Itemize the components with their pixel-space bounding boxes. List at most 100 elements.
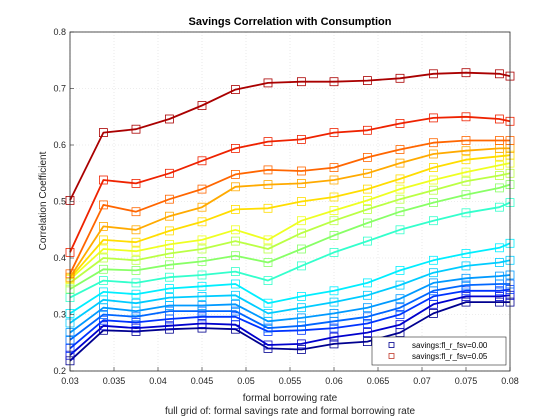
y-tick-label: 0.5 — [53, 197, 66, 207]
series-line-7 — [69, 201, 511, 299]
data-point-marker — [197, 235, 207, 245]
data-point-marker — [329, 308, 339, 318]
data-point-marker — [99, 310, 108, 319]
data-point-marker — [329, 175, 339, 185]
data-point-marker — [362, 278, 372, 288]
legend-label-1: savings:fl_r_fsv=0.05 — [412, 352, 488, 361]
data-point-marker — [494, 69, 504, 79]
data-point-marker — [461, 176, 471, 186]
data-point-marker — [263, 308, 273, 318]
data-point-marker — [428, 216, 438, 226]
data-point-marker — [131, 312, 141, 322]
data-point-marker — [395, 280, 405, 290]
data-point-marker — [131, 255, 141, 265]
axis-ticks: 0.03 0.035 0.04 0.045 0.05 0.055 0.06 0.065 0.07… — [53, 27, 518, 386]
data-point-marker — [362, 303, 372, 313]
data-point-marker — [329, 332, 339, 342]
x-tick-label: 0.055 — [279, 376, 302, 386]
data-point-marker — [197, 319, 207, 328]
data-point-marker — [99, 128, 108, 138]
data-point-marker — [395, 303, 405, 313]
data-point-marker — [263, 323, 273, 333]
data-point-marker — [99, 221, 108, 231]
data-point-marker — [395, 158, 405, 168]
data-point-marker — [362, 152, 372, 162]
data-point-marker — [131, 265, 141, 275]
data-point-marker — [494, 183, 504, 193]
data-point-marker — [164, 321, 174, 331]
data-point-marker — [296, 291, 306, 301]
x-tick-label: 0.06 — [325, 376, 343, 386]
data-point-marker — [197, 291, 207, 301]
data-point-marker — [395, 265, 405, 275]
data-point-marker — [197, 270, 207, 280]
data-point-marker — [428, 163, 438, 173]
data-point-marker — [494, 136, 504, 145]
legend-label-0: savings:fl_r_fsv=0.00 — [412, 341, 488, 350]
data-point-marker — [461, 155, 471, 165]
data-point-marker — [230, 85, 240, 94]
data-point-marker — [428, 138, 438, 148]
data-point-marker — [329, 286, 339, 296]
data-point-marker — [329, 128, 339, 138]
data-point-marker — [395, 194, 405, 204]
data-point-marker — [329, 206, 339, 215]
data-point-marker — [461, 167, 471, 177]
data-point-marker — [263, 258, 273, 267]
data-point-marker — [362, 290, 372, 300]
data-point-marker — [99, 200, 108, 210]
data-point-marker — [494, 202, 504, 212]
data-point-marker — [263, 298, 273, 308]
data-point-marker — [461, 286, 471, 296]
data-point-marker — [230, 204, 240, 214]
data-point-marker — [263, 78, 273, 88]
series-line-14 — [69, 115, 511, 253]
data-point-marker — [428, 268, 438, 278]
data-point-marker — [461, 146, 471, 156]
series-line-15 — [69, 71, 511, 201]
data-point-marker — [461, 136, 471, 145]
data-point-marker — [329, 192, 339, 202]
data-point-marker — [197, 217, 207, 227]
series-line-1 — [69, 294, 511, 356]
legend: savings:fl_r_fsv=0.00 savings:fl_r_fsv=0… — [371, 336, 507, 366]
data-point-marker — [164, 239, 174, 249]
data-point-marker — [263, 244, 273, 254]
data-point-marker — [362, 184, 372, 194]
data-point-marker — [164, 194, 174, 204]
data-point-marker — [362, 312, 372, 322]
y-tick-label: 0.8 — [53, 27, 66, 37]
data-point-marker — [329, 216, 339, 226]
series-line-13 — [69, 139, 510, 275]
data-point-marker — [263, 180, 273, 190]
data-point-marker — [329, 77, 339, 87]
data-point-marker — [99, 244, 108, 254]
x-tick-label: 0.07 — [413, 376, 431, 386]
series-line-10 — [69, 162, 511, 281]
data-point-marker — [230, 143, 240, 153]
data-point-marker — [263, 137, 273, 147]
series-line-11 — [69, 154, 511, 279]
data-point-marker — [164, 306, 174, 316]
data-point-marker — [263, 340, 273, 350]
y-tick-label: 0.4 — [53, 253, 66, 263]
data-point-marker — [296, 216, 306, 226]
data-point-marker — [395, 73, 405, 83]
data-point-marker — [362, 319, 372, 328]
data-point-marker — [99, 175, 108, 185]
data-point-marker — [164, 272, 174, 282]
data-point-marker — [230, 236, 240, 246]
series-line-8 — [69, 183, 511, 290]
data-point-marker — [131, 246, 141, 256]
chart-title: Savings Correlation with Consumption — [189, 16, 392, 28]
data-point-marker — [362, 236, 372, 246]
data-point-marker — [494, 271, 504, 281]
y-axis-label: Correlation Coefficient — [38, 151, 49, 250]
x-tick-label: 0.065 — [367, 376, 390, 386]
data-point-marker — [131, 237, 141, 247]
series-line-0 — [69, 301, 510, 362]
data-point-marker — [164, 114, 174, 124]
data-point-marker — [296, 228, 306, 238]
data-point-marker — [329, 230, 339, 240]
